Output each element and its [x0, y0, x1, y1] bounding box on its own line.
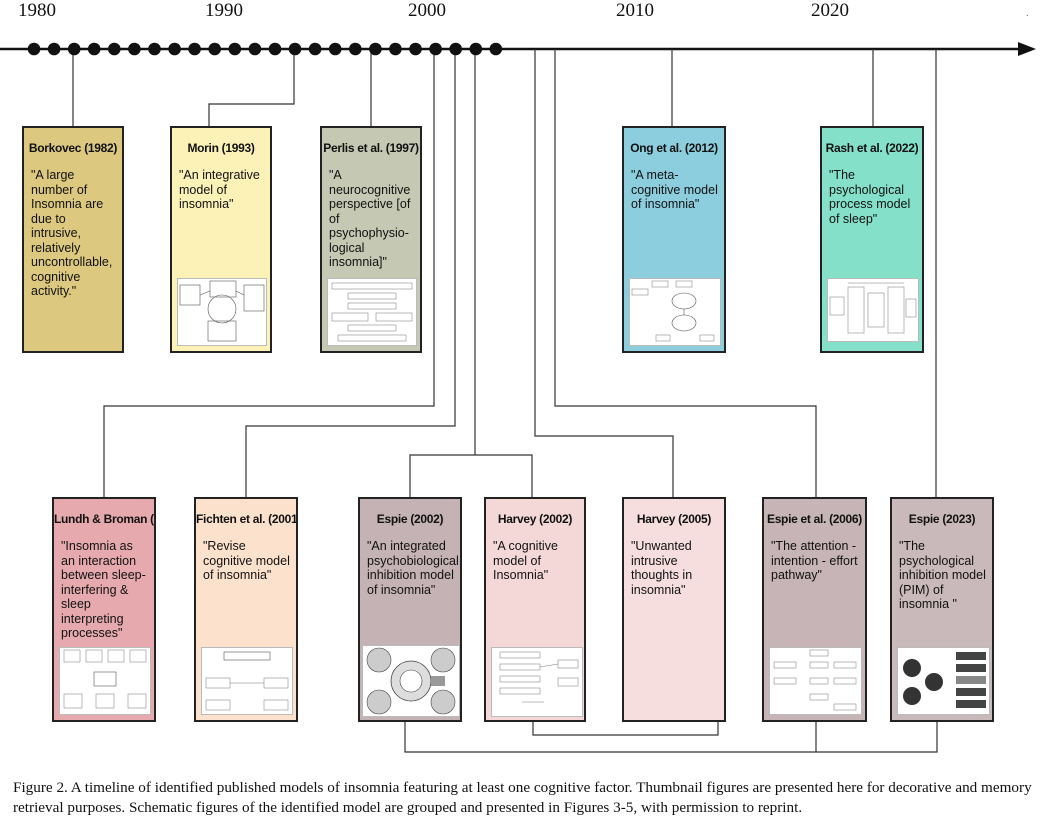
year-label-2010: 2010 [616, 0, 654, 21]
connector-harvey-2005 [534, 49, 674, 497]
timeline-dot [268, 42, 282, 56]
timeline-dot [389, 42, 402, 56]
connector-lundh [103, 49, 435, 497]
bottom-group-bracket [404, 722, 938, 753]
model-quote: "A cognitive model of Insomnia" [493, 539, 558, 582]
model-thumbnail [177, 278, 267, 346]
connector-espie-2006 [554, 49, 817, 497]
model-quote: "The attention - intention - effort path… [771, 539, 858, 582]
timeline-dot [449, 42, 463, 56]
model-card-borkovec-1982: Borkovec (1982) "A large number of Insom… [22, 126, 124, 353]
timeline-diagram [0, 42, 1036, 753]
model-card-perlis-1997: Perlis et al. (1997) "A neurocognitive p… [320, 126, 422, 353]
model-thumbnail [59, 647, 151, 715]
connector-morin [208, 49, 295, 126]
timeline-dot [228, 42, 242, 56]
timeline-dot [328, 42, 342, 56]
model-quote: "A neurocognitive perspective [of of psy… [329, 168, 411, 269]
model-quote: "The psychological inhibition model (PIM… [899, 539, 986, 611]
model-card-fichten-2001: Fichten et al. (2001) "Revise cognitive … [194, 497, 298, 722]
timeline-dot [168, 42, 181, 56]
model-quote: "An integrated psychobiological inhibiti… [367, 539, 459, 597]
model-card-espie-2006: Espie et al. (2006) "The attention - int… [762, 497, 867, 722]
year-label-2020: 2020 [811, 0, 849, 21]
year-label-1980: 1980 [18, 0, 56, 21]
connector-espie-harvey-2002 [409, 49, 533, 497]
timeline-dot [108, 42, 121, 56]
model-title: Espie et al. (2006) [766, 512, 863, 526]
model-thumbnail [827, 278, 919, 342]
timeline-dot [489, 42, 503, 56]
model-quote: "Unwanted intrusive thoughts in insomnia… [631, 539, 693, 597]
model-title: Rash et al. (2022) [825, 141, 919, 155]
timeline-dot [369, 42, 382, 56]
timeline-dot [87, 42, 101, 56]
figure-caption: Figure 2. A timeline of identified publi… [13, 779, 1032, 816]
timeline-dot [148, 42, 161, 56]
timeline-dot [47, 42, 61, 56]
model-thumbnail [769, 647, 862, 715]
year-label-2000: 2000 [408, 0, 446, 21]
corner-dot: . [1026, 8, 1029, 19]
model-title: Morin (1993) [187, 141, 255, 155]
timeline-dot [128, 42, 141, 56]
model-title: Perlis et al. (1997) [323, 141, 419, 155]
timeline-dot [188, 42, 201, 56]
model-title: Espie (2023) [908, 512, 976, 526]
timeline-dot [248, 42, 262, 56]
model-thumbnail [629, 278, 721, 346]
year-ticks [27, 42, 503, 56]
model-title: Lundh & Broman (2000) [54, 512, 154, 526]
model-card-harvey-2002: Harvey (2002) "A cognitive model of Inso… [484, 497, 586, 722]
model-title: Harvey (2002) [497, 512, 573, 526]
timeline-dot [67, 42, 81, 56]
connector-lines [72, 49, 938, 753]
connector-fichten [245, 49, 456, 497]
year-label-1990: 1990 [205, 0, 243, 21]
model-card-morin-1993: Morin (1993) "An integrative model of in… [170, 126, 272, 353]
model-quote: "The psychological process model of slee… [829, 168, 911, 226]
model-title: Harvey (2005) [636, 512, 712, 526]
model-thumbnail [327, 278, 417, 346]
model-quote: "An integrative model of insomnia" [179, 168, 260, 211]
timeline-dot [469, 42, 483, 56]
model-thumbnail [491, 647, 583, 717]
model-card-lundh-broman-2000: Lundh & Broman (2000) "Insomnia as an in… [52, 497, 156, 722]
model-quote: "A large number of Insomnia are due to i… [31, 168, 113, 298]
model-card-ong-2012: Ong et al. (2012) "A meta-cognitive mode… [622, 126, 726, 353]
model-thumbnail [362, 645, 460, 717]
model-title: Fichten et al. (2001) [196, 512, 298, 526]
model-title: Espie (2002) [376, 512, 444, 526]
model-card-espie-2023: Espie (2023) "The psychological inhibiti… [890, 497, 994, 722]
timeline-dot [349, 42, 362, 56]
timeline-dot [429, 42, 442, 56]
model-card-harvey-2005: Harvey (2005) "Unwanted intrusive though… [622, 497, 726, 722]
model-thumbnail [201, 647, 293, 715]
model-title: Ong et al. (2012) [630, 141, 718, 155]
timeline-dot [409, 42, 422, 56]
timeline-dot [308, 42, 322, 56]
model-card-espie-2002: Espie (2002) "An integrated psychobiolog… [358, 497, 462, 722]
timeline-dot [208, 42, 221, 56]
timeline-dot [27, 42, 41, 56]
axis-arrowhead [1018, 42, 1036, 56]
timeline-dot [288, 42, 302, 56]
model-title: Borkovec (1982) [28, 141, 118, 155]
model-quote: "Revise cognitive model of insomnia" [203, 539, 290, 582]
model-card-rash-2022: Rash et al. (2022) "The psychological pr… [820, 126, 924, 353]
model-quote: "A meta-cognitive model of insomnia" [631, 168, 718, 211]
model-thumbnail [897, 647, 990, 715]
model-quote: "Insomnia as an interaction between slee… [61, 539, 146, 640]
